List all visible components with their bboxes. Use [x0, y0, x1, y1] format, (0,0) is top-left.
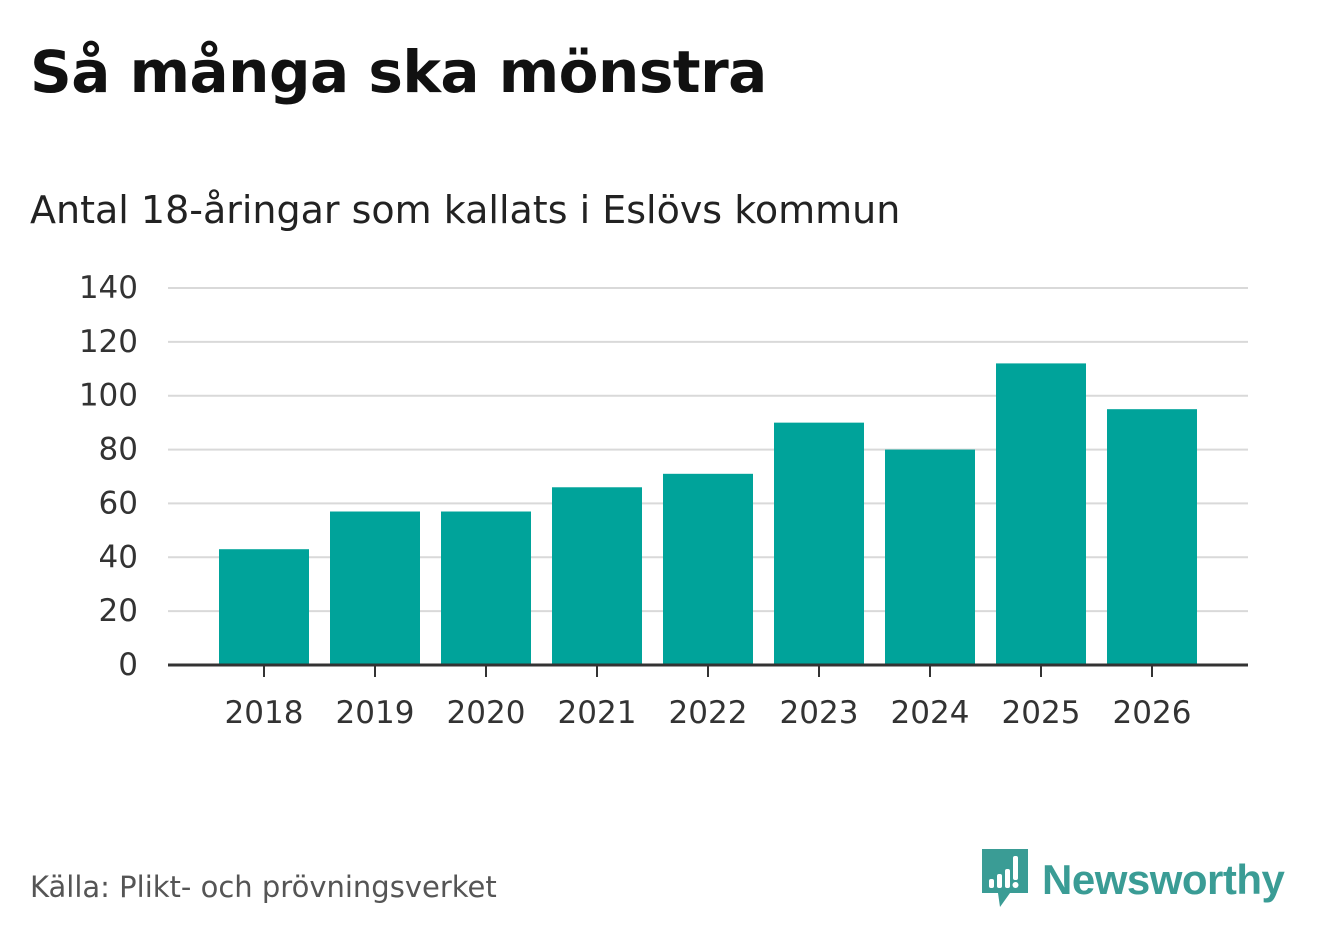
y-tick-label: 100 [79, 378, 138, 414]
y-axis-ticks: 0 20 40 60 80 100 120 140 [79, 270, 138, 683]
y-tick-label: 40 [99, 539, 138, 575]
chart-title: Så många ska mönstra [30, 38, 767, 106]
bar-2024 [885, 449, 975, 665]
source-note: Källa: Plikt- och prövningsverket [30, 870, 497, 904]
y-tick-label: 0 [118, 647, 138, 683]
y-tick-label: 20 [99, 593, 138, 629]
x-tick-label: 2021 [558, 695, 637, 731]
y-tick-label: 60 [99, 485, 138, 521]
bar-2025 [996, 363, 1086, 665]
bar-2026 [1107, 409, 1197, 665]
x-tick-label: 2020 [447, 695, 526, 731]
brand-name: Newsworthy [1042, 856, 1285, 903]
bars [219, 363, 1197, 665]
brand-logo: Newsworthy [980, 847, 1285, 913]
x-tick-label: 2026 [1113, 695, 1192, 731]
x-tick-label: 2019 [336, 695, 415, 731]
chart-subtitle: Antal 18-åringar som kallats i Eslövs ko… [30, 188, 901, 232]
y-tick-label: 80 [99, 432, 138, 468]
y-tick-label: 140 [79, 270, 138, 306]
x-tick-label: 2024 [891, 695, 970, 731]
x-tick-label: 2023 [780, 695, 859, 731]
bar-2018 [219, 549, 309, 665]
bar-2019 [330, 511, 420, 665]
bar-2020 [441, 511, 531, 665]
x-axis-ticks: 2018 2019 2020 2021 2022 2023 2024 2025 2026 [225, 665, 1192, 731]
bar-2022 [663, 473, 753, 665]
bar-2021 [552, 487, 642, 665]
y-tick-label: 120 [79, 324, 138, 360]
x-tick-label: 2018 [225, 695, 304, 731]
newsworthy-logo-icon [980, 847, 1030, 913]
bar-2023 [774, 422, 864, 665]
x-tick-label: 2022 [669, 695, 748, 731]
x-tick-label: 2025 [1002, 695, 1081, 731]
